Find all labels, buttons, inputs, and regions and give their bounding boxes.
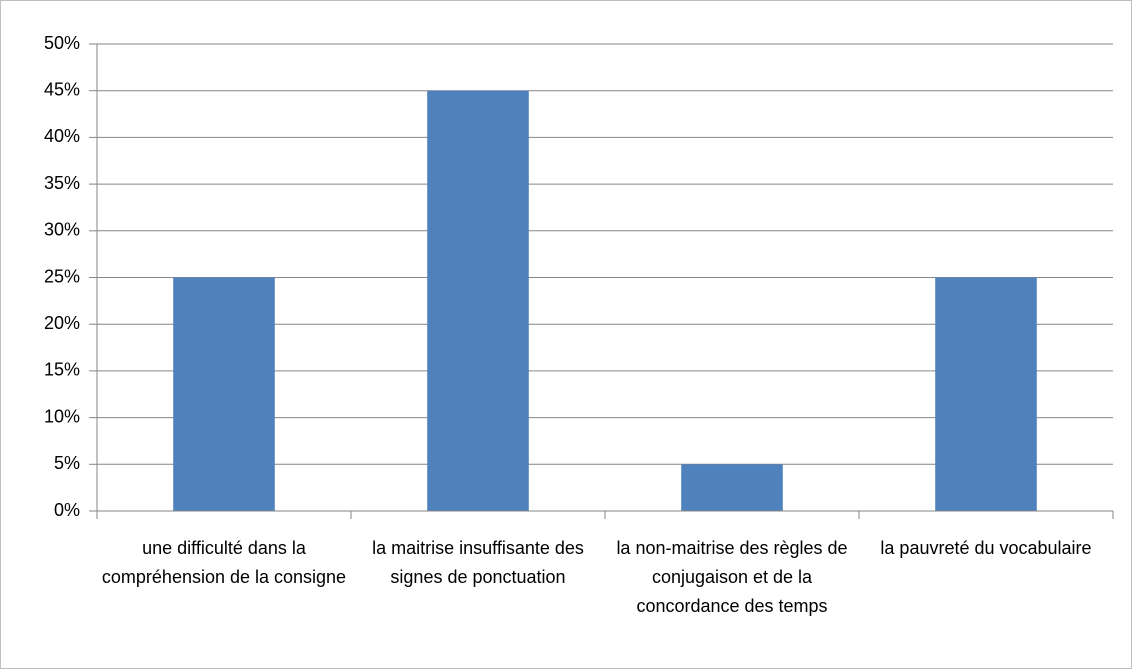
bar: [173, 277, 275, 511]
y-tick-label: 0%: [54, 500, 80, 520]
y-tick-label: 15%: [44, 360, 80, 380]
x-tick-label: la pauvreté du vocabulaire: [880, 538, 1091, 558]
bar: [427, 90, 529, 511]
y-tick-label: 50%: [44, 33, 80, 53]
y-tick-label: 10%: [44, 406, 80, 426]
y-tick-label: 40%: [44, 126, 80, 146]
y-tick-label: 30%: [44, 220, 80, 240]
y-tick-label: 35%: [44, 173, 80, 193]
x-tick-label: une difficulté dans la compréhension de l…: [102, 538, 346, 587]
y-tick-label: 20%: [44, 313, 80, 333]
x-tick-label: la non-maitrise des règles de conjugaison…: [616, 538, 847, 616]
x-tick-label: la maitrise insuffisante des signes de po…: [372, 538, 584, 587]
y-tick-label: 5%: [54, 453, 80, 473]
y-tick-label: 45%: [44, 79, 80, 99]
bar: [681, 464, 783, 511]
bar: [935, 277, 1037, 511]
y-tick-label: 25%: [44, 266, 80, 286]
